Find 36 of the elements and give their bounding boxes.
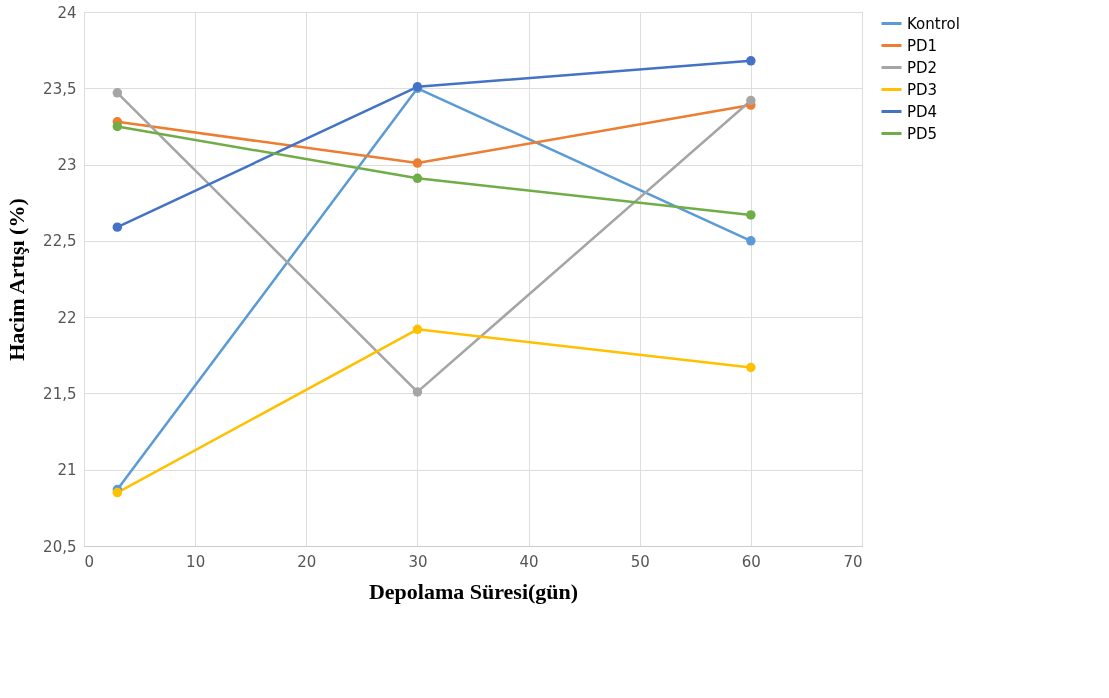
point [112,88,123,98]
x-tick-label: 70 [843,552,863,571]
point [746,236,756,246]
x-tick-label: 40 [519,552,539,571]
y-tick-label: 20,5 [43,537,77,556]
x-tick-label: 50 [630,552,650,571]
y-tick-label: 23 [57,156,77,175]
legend-label: PD1 [907,36,938,55]
point [112,121,123,132]
legend-label: PD2 [907,58,938,77]
y-axis-title: Hacim Artışı (%) [4,198,30,361]
x-axis-title: Depolama Süresi(gün) [368,578,579,604]
y-tick-label: 22,5 [43,232,77,251]
x-tick-label: 30 [408,552,428,571]
y-tick-label: 23,5 [43,79,77,98]
legend-label: PD4 [907,102,938,121]
x-tick-label: 0 [84,552,95,571]
x-tick-label: 20 [297,552,317,571]
legend-label: Kontrol [907,14,960,33]
point [412,173,423,184]
y-tick-label: 21,5 [43,384,77,403]
point [412,387,423,397]
point [112,222,123,232]
point [412,158,423,168]
legend-label: PD5 [907,124,938,143]
point [746,95,756,106]
y-tick-label: 22 [57,308,77,327]
point [746,210,756,220]
y-tick-label: 24 [57,3,77,22]
point [746,362,756,373]
point [412,324,423,335]
x-tick-label: 10 [186,552,206,571]
x-tick-label: 60 [741,552,761,571]
point [746,56,756,66]
legend-label: PD3 [907,80,938,99]
y-tick-label: 21 [57,461,77,480]
